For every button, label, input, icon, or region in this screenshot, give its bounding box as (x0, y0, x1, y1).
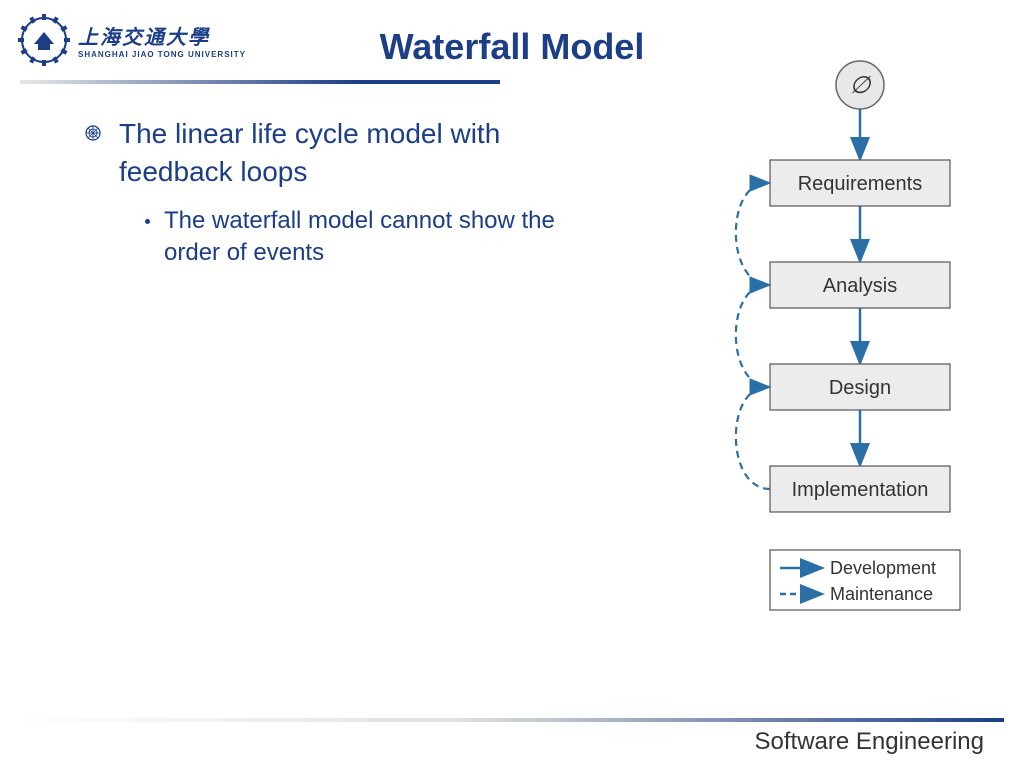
footer-divider (20, 718, 1004, 722)
bullet-icon (85, 125, 101, 141)
svg-text:Analysis: Analysis (823, 275, 897, 297)
svg-text:Design: Design (829, 377, 891, 399)
bullet-sub: The waterfall model cannot show the orde… (145, 205, 605, 270)
svg-text:Maintenance: Maintenance (830, 584, 933, 604)
bullet-main: The linear life cycle model with feedbac… (85, 115, 605, 191)
svg-text:∅: ∅ (850, 73, 872, 99)
bullet-sub-text: The waterfall model cannot show the orde… (164, 205, 605, 270)
footer-text: Software Engineering (755, 728, 984, 756)
svg-text:Requirements: Requirements (798, 173, 923, 195)
svg-text:Implementation: Implementation (792, 479, 929, 501)
bullet-dot-icon (145, 219, 150, 224)
waterfall-diagram: ∅ Requirements Analysis Design Implementatio… (660, 60, 1000, 650)
bullet-main-text: The linear life cycle model with feedbac… (119, 115, 605, 191)
bullet-list: The linear life cycle model with feedbac… (85, 115, 605, 269)
title-underline (20, 80, 500, 84)
svg-text:Development: Development (830, 558, 936, 578)
